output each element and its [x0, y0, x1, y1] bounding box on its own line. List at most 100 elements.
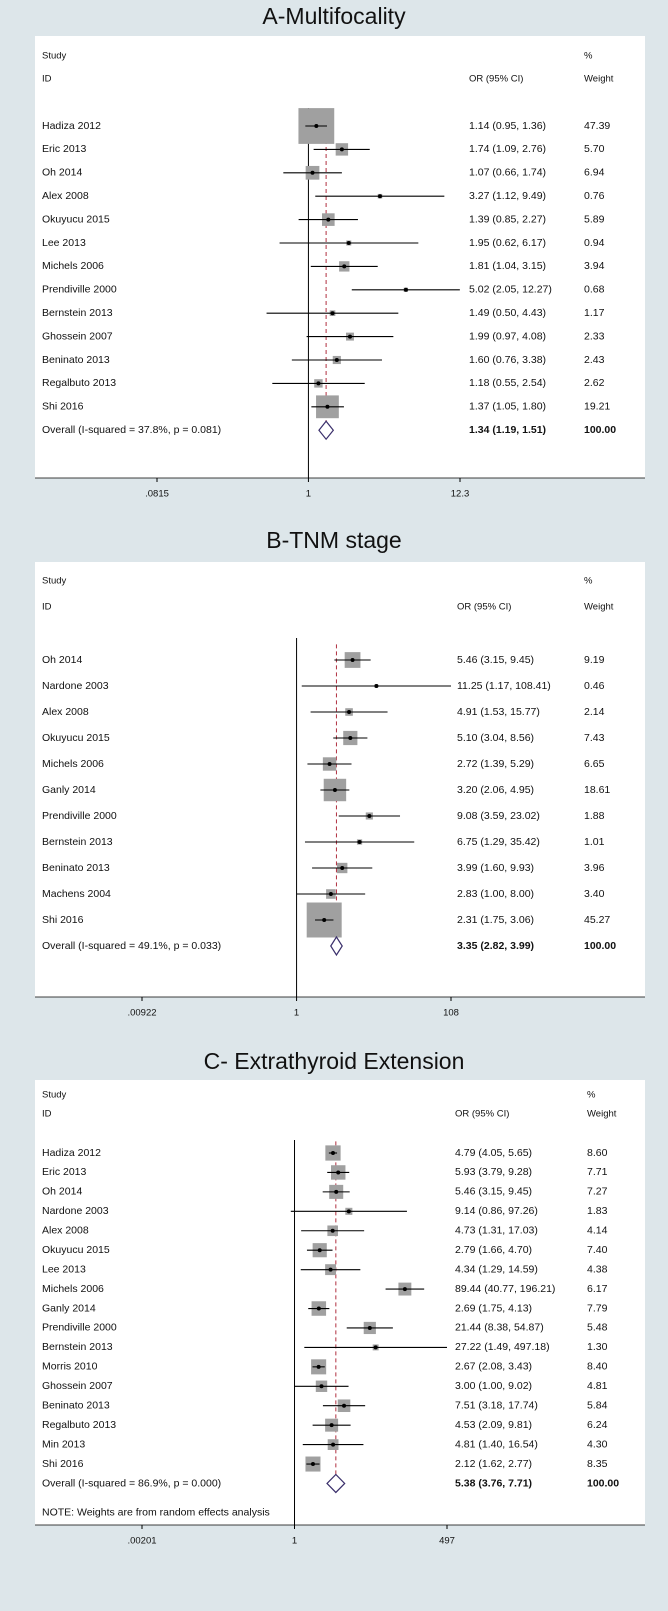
- point: [339, 147, 344, 152]
- effect-label: 2.79 (1.66, 4.70): [455, 1244, 532, 1256]
- study-label: Beninato 2013: [42, 862, 110, 874]
- plot-frame: [35, 36, 645, 478]
- header: ID: [42, 1109, 52, 1120]
- effect-label: 1.95 (0.62, 6.17): [469, 237, 546, 249]
- point: [373, 1345, 378, 1350]
- header: ID: [42, 602, 52, 613]
- effect-label: 4.53 (2.09, 9.81): [455, 1419, 532, 1431]
- weight-label: 2.62: [584, 377, 605, 389]
- weight-label: 18.61: [584, 784, 610, 796]
- weight-label: 0.68: [584, 284, 605, 296]
- study-label: Okuyucu 2015: [42, 732, 110, 744]
- weight-label: 19.21: [584, 401, 610, 413]
- study-label: Bernstein 2013: [42, 1341, 113, 1353]
- point: [377, 194, 382, 199]
- header: Weight: [584, 602, 614, 613]
- point: [316, 1306, 321, 1311]
- point: [332, 788, 337, 792]
- point: [346, 1209, 351, 1214]
- study-label: Lee 2013: [42, 237, 86, 249]
- study-label: Bernstein 2013: [42, 307, 113, 319]
- effect-label: 5.93 (3.79, 9.28): [455, 1166, 532, 1178]
- effect-label: 1.99 (0.97, 4.08): [469, 330, 546, 342]
- point: [336, 1170, 341, 1175]
- x-tick-label: 1: [294, 1008, 299, 1019]
- effect-label: 4.91 (1.53, 15.77): [457, 706, 540, 718]
- header: Study: [42, 1090, 67, 1101]
- weight-label: 7.79: [587, 1302, 608, 1314]
- effect-label: 4.34 (1.29, 14.59): [455, 1263, 538, 1275]
- effect-label: 3.00 (1.00, 9.02): [455, 1380, 532, 1392]
- point: [317, 1248, 322, 1253]
- point: [319, 1384, 324, 1389]
- point: [340, 866, 345, 870]
- study-label: Oh 2014: [42, 167, 82, 179]
- weight-label: 7.40: [587, 1244, 608, 1256]
- effect-label: 7.51 (3.18, 17.74): [455, 1400, 538, 1412]
- effect-label: 1.14 (0.95, 1.36): [469, 120, 546, 132]
- header: Weight: [584, 74, 614, 85]
- study-label: Eric 2013: [42, 1166, 87, 1178]
- effect-label: 3.20 (2.06, 4.95): [457, 784, 534, 796]
- point: [347, 334, 352, 339]
- point: [331, 1442, 336, 1447]
- overall-weight: 100.00: [584, 424, 616, 436]
- weight-label: 5.70: [584, 143, 605, 155]
- weight-label: 1.30: [587, 1341, 608, 1353]
- weight-label: 1.01: [584, 836, 605, 848]
- overall-label: Overall (I-squared = 37.8%, p = 0.081): [42, 424, 221, 436]
- x-tick-label: .00922: [127, 1008, 156, 1019]
- overall-effect: 5.38 (3.76, 7.71): [455, 1477, 532, 1489]
- study-label: Alex 2008: [42, 1225, 89, 1237]
- effect-label: 5.46 (3.15, 9.45): [455, 1186, 532, 1198]
- x-tick-label: .0815: [145, 489, 169, 500]
- study-label: Regalbuto 2013: [42, 1419, 116, 1431]
- weight-label: 4.81: [587, 1380, 608, 1392]
- header: OR (95% CI): [469, 74, 523, 85]
- weight-label: 1.17: [584, 307, 605, 319]
- header: %: [584, 51, 593, 62]
- study-label: Min 2013: [42, 1438, 85, 1450]
- study-label: Bernstein 2013: [42, 836, 113, 848]
- effect-label: 2.12 (1.62, 2.77): [455, 1458, 532, 1470]
- study-label: Nardone 2003: [42, 680, 109, 692]
- weight-label: 2.43: [584, 354, 605, 366]
- effect-label: 2.83 (1.00, 8.00): [457, 888, 534, 900]
- point: [367, 814, 372, 818]
- weight-label: 3.96: [584, 862, 605, 874]
- effect-label: 11.25 (1.17, 108.41): [457, 680, 551, 692]
- weight-label: 45.27: [584, 914, 610, 926]
- effect-label: 5.02 (2.05, 12.27): [469, 284, 552, 296]
- point: [328, 892, 333, 896]
- study-label: Beninato 2013: [42, 1400, 110, 1412]
- point: [330, 1228, 335, 1233]
- effect-label: 9.08 (3.59, 23.02): [457, 810, 540, 822]
- weight-label: 3.40: [584, 888, 605, 900]
- point: [316, 1364, 321, 1369]
- x-tick-label: 12.3: [451, 489, 470, 500]
- x-tick-label: 108: [443, 1008, 459, 1019]
- overall-diamond: [318, 420, 335, 441]
- overall-label: Overall (I-squared = 86.9%, p = 0.000): [42, 1477, 221, 1489]
- panel-title: A-Multifocality: [262, 3, 406, 29]
- point: [334, 358, 339, 362]
- effect-label: 2.69 (1.75, 4.13): [455, 1302, 532, 1314]
- header: %: [584, 576, 593, 587]
- study-label: Morris 2010: [42, 1361, 98, 1373]
- study-label: Ganly 2014: [42, 1302, 96, 1314]
- study-label: Hadiza 2012: [42, 1147, 101, 1159]
- weight-label: 0.94: [584, 237, 605, 249]
- effect-label: 2.31 (1.75, 3.06): [457, 914, 534, 926]
- header: OR (95% CI): [455, 1109, 509, 1120]
- point: [374, 684, 379, 688]
- weight-label: 5.48: [587, 1322, 608, 1334]
- study-label: Shi 2016: [42, 914, 84, 926]
- point: [327, 762, 332, 766]
- header: Study: [42, 51, 67, 62]
- weight-label: 8.35: [587, 1458, 608, 1470]
- point: [322, 918, 327, 922]
- weight-label: 2.33: [584, 330, 605, 342]
- weight-label: 8.60: [587, 1147, 608, 1159]
- effect-label: 1.39 (0.85, 2.27): [469, 213, 546, 225]
